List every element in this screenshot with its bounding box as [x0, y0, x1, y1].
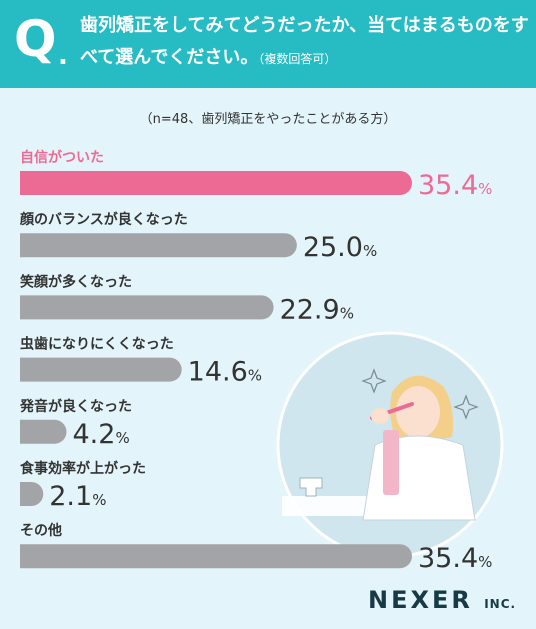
illustration	[276, 331, 504, 559]
value-label: 22.9%	[280, 294, 354, 325]
value-label: 25.0%	[303, 232, 377, 263]
category-label: 食事効率が上がった	[20, 460, 146, 477]
person-face-icon	[396, 386, 440, 438]
value-label: 35.4%	[418, 170, 492, 201]
question-header: Q . 歯列矯正をしてみてどうだったか、当てはまるものをすべて選んでください。（…	[0, 0, 536, 88]
bar	[20, 171, 412, 195]
question-mark: Q	[14, 10, 57, 68]
bar-series: 自信がついた 35.4% 顔のバランスが良くなった 25.0% 笑顔が多くなった 22.9…	[19, 149, 492, 574]
hand-icon	[371, 408, 389, 424]
question-note: （複数回答可）	[258, 52, 337, 66]
bar	[20, 357, 182, 382]
logo-name: NEXER	[368, 586, 473, 614]
sample-note: （n=48、歯列矯正をやったことがある方）	[139, 112, 397, 127]
question-dot: .	[58, 41, 68, 71]
category-label: 顔のバランスが良くなった	[19, 211, 188, 228]
sparkle-icon	[361, 368, 387, 394]
category-label: 自信がついた	[20, 149, 104, 166]
bar	[20, 233, 297, 258]
category-label: 発音が良くなった	[19, 398, 132, 415]
logo-suffix: INC.	[484, 597, 517, 611]
category-label: その他	[20, 522, 62, 539]
bar	[20, 482, 44, 506]
category-label: 笑顔が多くなった	[20, 273, 132, 290]
bar	[20, 295, 274, 320]
bar	[20, 544, 413, 569]
question-text: 歯列矯正をしてみてどうだったか、当てはまるものをすべて選んでください。（複数回答…	[80, 10, 530, 75]
question-body: 歯列矯正をしてみてどうだったか、当てはまるものをすべて選んでください。	[80, 15, 529, 68]
towel-icon	[383, 430, 399, 495]
value-label: 4.2%	[73, 419, 130, 450]
sparkle-icon	[453, 394, 479, 420]
person-shirt-icon	[362, 435, 476, 521]
value-label: 14.6%	[188, 357, 262, 388]
value-label: 35.4%	[418, 543, 492, 574]
faucet-icon	[299, 477, 323, 497]
bar	[20, 419, 67, 444]
category-label: 虫歯になりにくくなった	[20, 336, 174, 353]
value-label: 2.1%	[49, 481, 106, 512]
nexer-logo: NEXER INC.	[368, 586, 516, 614]
